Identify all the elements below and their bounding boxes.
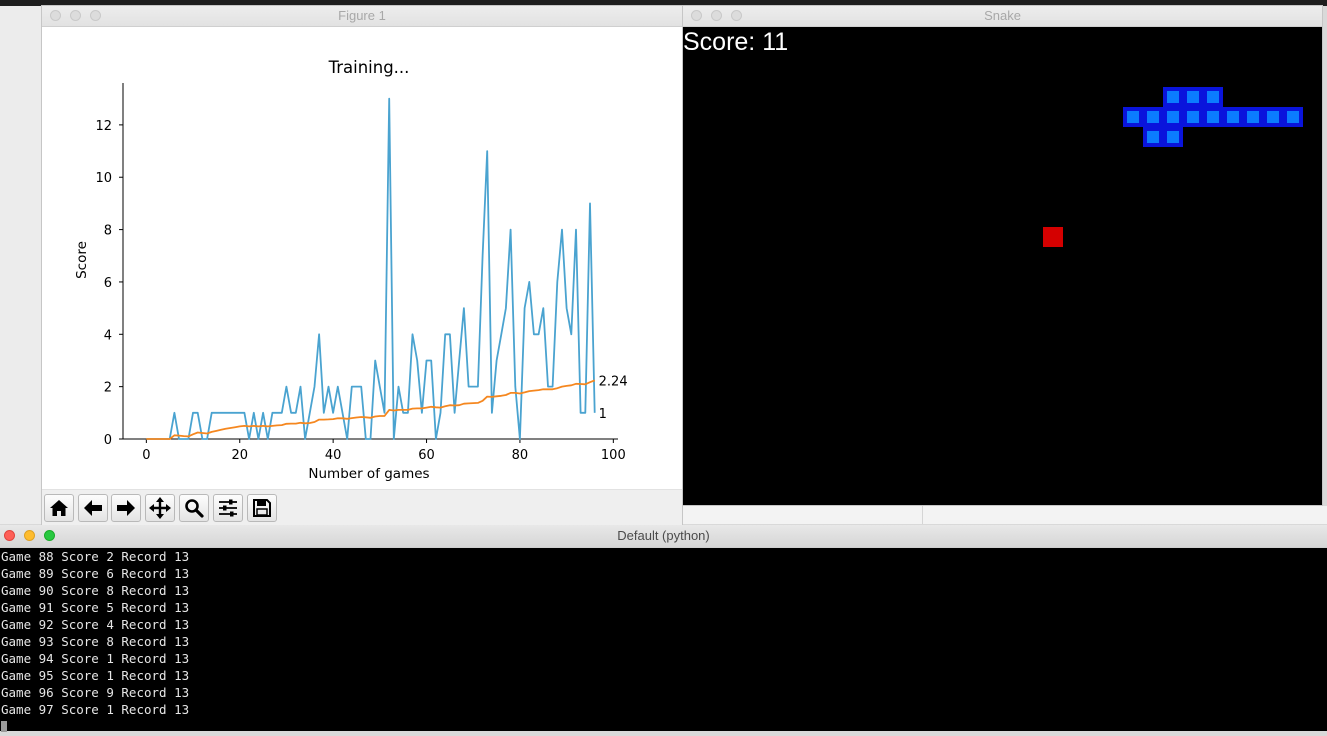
terminal-line: Game 90 Score 8 Record 13 — [1, 583, 190, 598]
minimize-window-button[interactable] — [24, 530, 35, 541]
y-tick-label: 12 — [95, 119, 112, 134]
close-window-button[interactable] — [691, 10, 702, 21]
menu-bar-strip — [0, 0, 1327, 6]
maximize-window-button[interactable] — [90, 10, 101, 21]
terminal-line: Game 96 Score 9 Record 13 — [1, 685, 190, 700]
terminal-line: Game 97 Score 1 Record 13 — [1, 702, 190, 717]
maximize-window-button[interactable] — [731, 10, 742, 21]
maximize-window-button[interactable] — [44, 530, 55, 541]
x-axis-label: Number of games — [308, 466, 429, 482]
snake-window[interactable]: Snake Score: 11 — [683, 6, 1322, 505]
figure-window-title: Figure 1 — [338, 8, 386, 23]
x-tick-label: 100 — [601, 448, 626, 463]
configure-subplots-button[interactable] — [213, 494, 243, 522]
snake-segment — [1283, 107, 1303, 127]
y-tick-label: 6 — [104, 276, 112, 291]
terminal-line: Game 93 Score 8 Record 13 — [1, 634, 190, 649]
series-end-label: 2.24 — [599, 374, 628, 389]
minimize-window-button[interactable] — [711, 10, 722, 21]
y-tick-label: 0 — [104, 433, 112, 448]
terminal-line: Game 92 Score 4 Record 13 — [1, 617, 190, 632]
desktop-background — [0, 6, 42, 524]
snake-segment — [1143, 127, 1163, 147]
snake-titlebar[interactable]: Snake — [683, 6, 1322, 27]
series-lines — [146, 97, 596, 440]
snake-segment — [1243, 107, 1263, 127]
y-ticks: 0 2 4 6 8 10 12 — [95, 119, 123, 448]
save-button[interactable] — [247, 494, 277, 522]
snake-segment — [1183, 107, 1203, 127]
x-tick-label: 0 — [142, 448, 150, 463]
training-chart: Training... Number of games Score 0 20 40 6… — [74, 58, 628, 482]
text-cursor — [1, 721, 7, 732]
x-ticks: 0 20 40 60 80 100 — [142, 439, 626, 463]
background-window-strip — [682, 506, 1327, 524]
terminal-line: Game 89 Score 6 Record 13 — [1, 566, 190, 581]
snake-window-title: Snake — [984, 8, 1021, 23]
figure-titlebar[interactable]: Figure 1 — [42, 6, 682, 27]
snake-segment — [1123, 107, 1143, 127]
sliders-icon — [219, 499, 237, 517]
arrow-left-icon — [84, 500, 102, 516]
snake-segment — [1203, 87, 1223, 107]
terminal-line: Game 94 Score 1 Record 13 — [1, 651, 190, 666]
magnifier-icon — [185, 499, 204, 518]
y-tick-label: 2 — [104, 381, 112, 396]
terminal-line: Game 88 Score 2 Record 13 — [1, 549, 190, 564]
x-tick-label: 80 — [512, 448, 529, 463]
snake-segment — [1163, 87, 1183, 107]
terminal-line: Game 95 Score 1 Record 13 — [1, 668, 190, 683]
figure-window[interactable]: Figure 1 Training... Number of games Sco… — [42, 6, 682, 525]
snake-segment — [1143, 107, 1163, 127]
terminal-window[interactable]: Default (python) Game 88 Score 2 Record … — [0, 525, 1327, 732]
x-tick-label: 20 — [231, 448, 248, 463]
home-button[interactable] — [44, 494, 74, 522]
prompt-line — [0, 718, 1327, 735]
x-tick-label: 40 — [325, 448, 342, 463]
y-tick-label: 10 — [95, 171, 112, 186]
game-board: Score: 11 — [683, 27, 1322, 505]
snake-segment — [1163, 127, 1183, 147]
divider — [922, 506, 923, 524]
snake-segment — [1223, 107, 1243, 127]
floppy-disk-icon — [253, 499, 271, 517]
snake-segment — [1183, 87, 1203, 107]
score-display: Score: 11 — [683, 28, 789, 56]
arrow-right-icon — [117, 500, 135, 516]
end-labels: 12.24 — [599, 374, 628, 421]
plot-toolbar — [42, 489, 682, 525]
terminal-output[interactable]: Game 88 Score 2 Record 13 Game 89 Score 6… — [0, 548, 1327, 732]
food-apple — [1043, 227, 1063, 247]
y-axis-label: Score — [74, 241, 90, 279]
terminal-window-title: Default (python) — [617, 528, 710, 543]
chart-title: Training... — [328, 58, 410, 77]
zoom-button[interactable] — [179, 494, 209, 522]
snake-segment — [1163, 107, 1183, 127]
terminal-line: Game 91 Score 5 Record 13 — [1, 600, 190, 615]
home-icon — [50, 500, 68, 516]
minimize-window-button[interactable] — [70, 10, 81, 21]
move-icon — [149, 497, 171, 519]
close-window-button[interactable] — [50, 10, 61, 21]
back-button[interactable] — [78, 494, 108, 522]
series-end-label: 1 — [599, 407, 607, 422]
series-line-2 — [146, 379, 596, 440]
x-tick-label: 60 — [418, 448, 435, 463]
pan-button[interactable] — [145, 494, 175, 522]
snake-segment — [1203, 107, 1223, 127]
series-line-1 — [146, 97, 596, 440]
y-tick-label: 4 — [104, 328, 112, 343]
y-tick-label: 8 — [104, 224, 112, 239]
terminal-titlebar[interactable]: Default (python) — [0, 525, 1327, 548]
snake-segment — [1263, 107, 1283, 127]
forward-button[interactable] — [111, 494, 141, 522]
close-window-button[interactable] — [4, 530, 15, 541]
